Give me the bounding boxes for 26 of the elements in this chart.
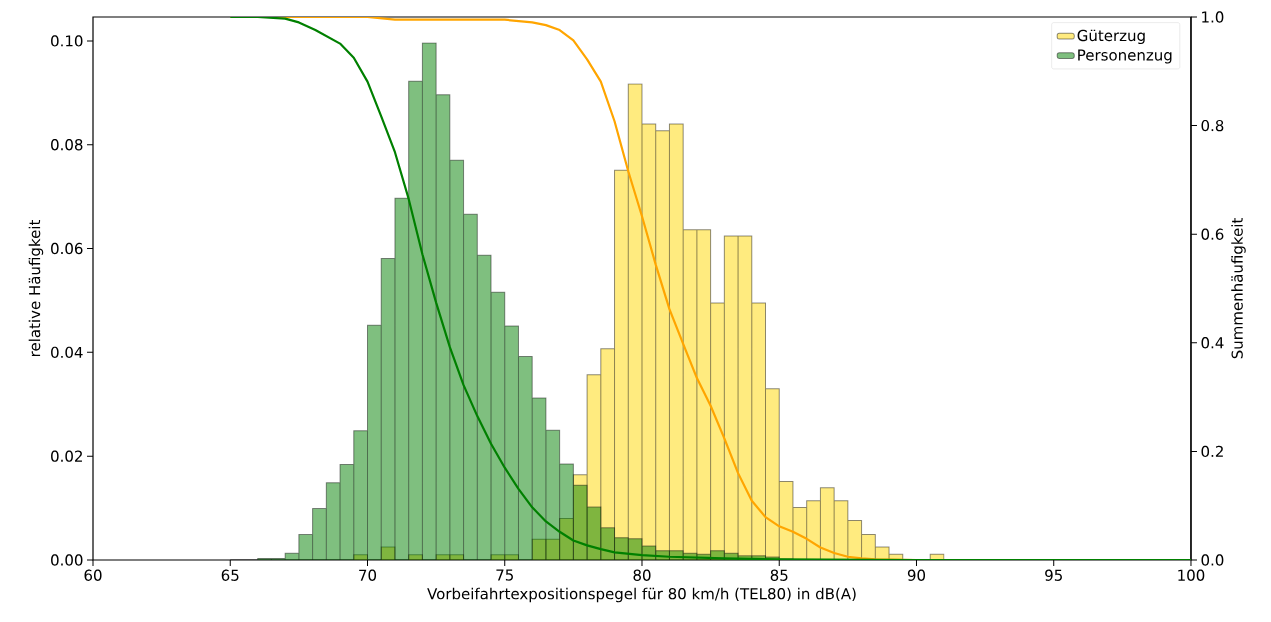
y2-tick-label: 1.0 bbox=[1202, 11, 1224, 23]
y-tick-label: 0.02 bbox=[51, 450, 82, 462]
y2-tick-label: 0.4 bbox=[1201, 337, 1224, 349]
x-axis-title: Vorbeifahrtexpositionspegel für 80 km/h (TEL80) in dB(A) bbox=[427, 587, 856, 603]
y2-axis-title: Summenhäufigkeit bbox=[1231, 218, 1246, 359]
x-tick-label: 75 bbox=[496, 569, 513, 581]
x-tick-label: 85 bbox=[770, 569, 788, 581]
legend-label: Personenzug bbox=[1078, 49, 1172, 64]
x-tick-label: 100 bbox=[1178, 569, 1205, 581]
x-tick-label: 95 bbox=[1045, 569, 1062, 581]
x-tick-label: 80 bbox=[633, 569, 651, 581]
y-tick-label: 0.06 bbox=[51, 242, 83, 255]
y2-tick-label: 0.2 bbox=[1201, 445, 1223, 458]
y-tick-label: 0.10 bbox=[51, 35, 83, 47]
y-tick-label: 0.00 bbox=[51, 554, 83, 566]
x-tick-label: 65 bbox=[221, 569, 239, 581]
x-tick-label: 60 bbox=[84, 569, 102, 581]
legend-label: Güterzug bbox=[1077, 29, 1145, 45]
y-tick-label: 0.04 bbox=[51, 346, 83, 359]
y-axis-title: relative Häufigkeit bbox=[28, 219, 44, 356]
y2-tick-label: 0.0 bbox=[1201, 554, 1224, 566]
y2-tick-label: 0.8 bbox=[1201, 119, 1224, 132]
y-tick-label: 0.08 bbox=[51, 139, 83, 151]
x-tick-label: 70 bbox=[359, 569, 377, 581]
x-tick-label: 90 bbox=[907, 569, 926, 581]
y2-tick-label: 0.6 bbox=[1201, 228, 1224, 240]
